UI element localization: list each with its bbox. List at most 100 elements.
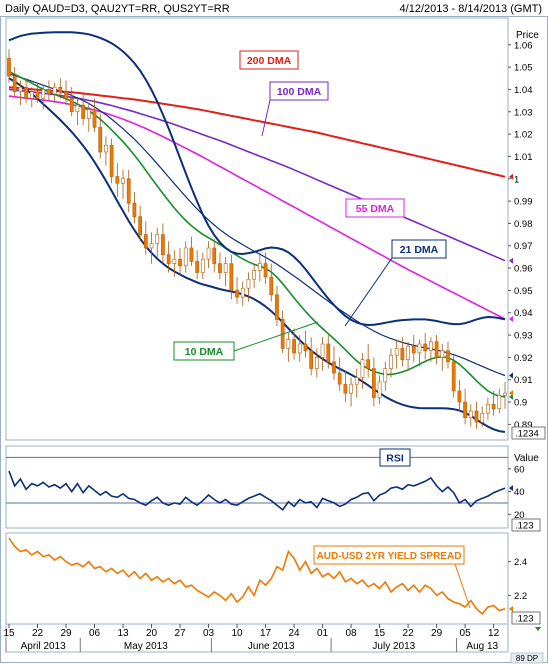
rsi-last-marker — [509, 485, 513, 492]
rsi-readout-label: .123 — [515, 521, 534, 532]
price-tick-label: 1.03 — [514, 107, 533, 118]
label-10-dma-box — [173, 341, 235, 361]
date-tick-label: 10 — [231, 628, 243, 639]
spread-title-box — [313, 545, 465, 565]
label-100-dma-leader — [261, 99, 271, 137]
candle-body — [75, 104, 80, 113]
candle-body — [35, 91, 40, 99]
spread-readout-label: .123 — [515, 614, 534, 625]
price-tick-label: 0.92 — [514, 353, 533, 364]
last-value-marker — [509, 372, 513, 379]
candle-body — [320, 343, 325, 358]
last-value-marker — [509, 315, 513, 322]
candle-body — [377, 381, 382, 398]
candle-body — [406, 345, 410, 360]
candle-body — [92, 109, 97, 128]
candle-body — [349, 383, 353, 394]
candle-body — [7, 57, 11, 77]
date-tick-label: 29 — [431, 628, 443, 639]
candle-body — [149, 243, 154, 249]
candle-body — [440, 350, 445, 358]
label-200-dma: 200 DMA — [247, 55, 292, 67]
spread-readout-box — [511, 611, 541, 625]
series-line-200-dma — [8, 86, 506, 178]
candle-body — [172, 258, 177, 264]
last-value-marker — [509, 257, 513, 264]
label-55-dma-box — [345, 198, 405, 218]
candle-body — [218, 263, 222, 273]
candle-body — [480, 412, 485, 423]
candle-body — [86, 109, 91, 119]
month-label: July 2013 — [372, 641, 415, 652]
date-tick-label: 08 — [346, 628, 358, 639]
price-tick-label: 0.9 — [514, 398, 527, 409]
candle-body — [423, 343, 428, 351]
candle-body — [383, 368, 388, 383]
candle-body — [161, 234, 165, 255]
candle-body — [18, 86, 23, 92]
label-100-dma-box — [269, 81, 329, 101]
candle-body — [354, 377, 359, 385]
price-tick-label: 0.94 — [514, 308, 533, 319]
price-tick-label: 0.98 — [514, 219, 533, 230]
spread-tick-label: 2.2 — [514, 591, 527, 602]
date-tick-label: 27 — [174, 628, 186, 639]
label-21-dma: 21 DMA — [400, 244, 439, 256]
date-tick-label: 15 — [3, 628, 15, 639]
rsi-title: RSI — [386, 453, 404, 465]
spread-label-leader — [454, 563, 471, 609]
candle-body — [195, 261, 200, 273]
price-tick-label: 0.95 — [514, 286, 533, 297]
candle-body — [411, 345, 416, 354]
rsi-tick-label: 20 — [514, 510, 525, 521]
candle-body — [115, 176, 120, 184]
candle-body — [309, 350, 314, 369]
series-line-100-dma — [8, 88, 506, 262]
date-tick-label: 22 — [32, 628, 44, 639]
zoom-badge-box — [510, 652, 544, 664]
label-21-dma-leader — [344, 257, 393, 327]
last-value-marker — [509, 173, 513, 180]
price-tick-label: 1.05 — [514, 63, 533, 74]
candle-body — [240, 287, 245, 298]
candle-body — [366, 359, 371, 369]
candle-body — [434, 341, 439, 358]
date-tick-label: 03 — [203, 628, 215, 639]
candle-body — [183, 247, 188, 267]
zoom-badge-label: 89 DP — [516, 654, 538, 663]
candle-body — [394, 348, 399, 356]
candle-body — [178, 258, 182, 267]
price-axis-title: Price — [516, 30, 539, 41]
candle-body — [143, 234, 148, 249]
candle-body — [360, 359, 365, 378]
candle-body — [429, 341, 433, 351]
spread-panel: 2.4 2.2 AUD-USD 2YR YIELD SPREAD .123 — [8, 537, 541, 631]
price-tick-label: 0.96 — [514, 264, 533, 275]
price-plot-frame — [5, 17, 509, 441]
candle-body — [223, 263, 228, 273]
candle-body — [257, 263, 262, 271]
spread-last-marker — [509, 605, 513, 612]
spread-title: AUD-USD 2YR YIELD SPREAD — [317, 551, 462, 562]
candle-body — [486, 403, 490, 414]
label-55-dma: 55 DMA — [356, 203, 395, 215]
candle-body — [52, 86, 57, 95]
candle-body — [297, 343, 302, 354]
date-tick-label: 13 — [117, 628, 129, 639]
date-tick-label: 20 — [146, 628, 158, 639]
label-10-dma: 10 DMA — [185, 346, 224, 358]
price-tick-label: 1.04 — [514, 85, 533, 96]
series-line-bollinger-upper — [8, 31, 506, 327]
date-axis-frame — [5, 623, 509, 653]
candle-body — [104, 144, 108, 153]
rsi-plot-frame — [5, 445, 509, 529]
candle-body — [497, 395, 502, 410]
price-tick-label: 0.97 — [514, 241, 533, 252]
candle-body — [189, 247, 194, 262]
series-line-bollinger-lower — [8, 77, 506, 433]
candle-body — [263, 263, 268, 278]
date-tick-label: 29 — [60, 628, 72, 639]
month-label: May 2013 — [124, 641, 168, 652]
rsi-title-box — [379, 448, 411, 467]
last-price-marker — [509, 390, 513, 397]
